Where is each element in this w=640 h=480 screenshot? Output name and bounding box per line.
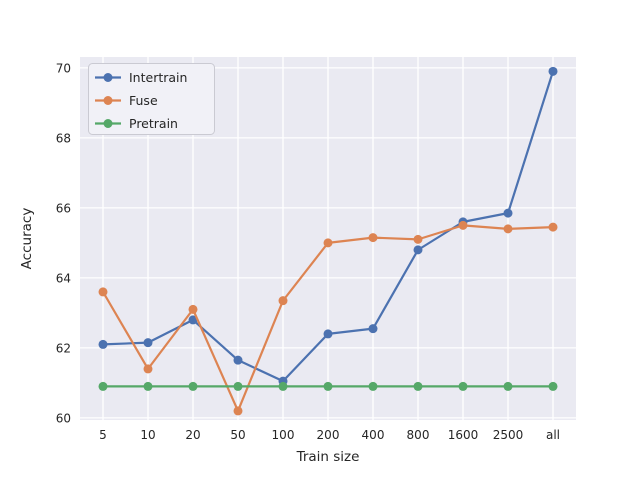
legend-label-intertrain: Intertrain — [129, 70, 187, 85]
x-tick-label-400: 400 — [362, 428, 385, 442]
x-tick-label-5: 5 — [99, 428, 107, 442]
data-point-fuse-100 — [278, 296, 288, 306]
data-point-pretrain-10 — [143, 381, 153, 391]
data-point-pretrain-5 — [98, 381, 108, 391]
data-point-fuse-all — [548, 222, 558, 232]
x-tick-label-10: 10 — [140, 428, 155, 442]
data-point-intertrain-20 — [188, 315, 198, 325]
y-tick-label-66: 66 — [56, 201, 71, 215]
x-tick-label-2500: 2500 — [493, 428, 524, 442]
y-tick-label-64: 64 — [56, 271, 71, 285]
data-point-fuse-50 — [233, 406, 243, 416]
y-axis-label: Accuracy — [19, 208, 35, 270]
y-tick-label-68: 68 — [56, 131, 71, 145]
legend-marker-pretrain — [103, 119, 113, 128]
y-tick-label-70: 70 — [56, 61, 71, 75]
data-point-pretrain-20 — [188, 381, 198, 391]
legend-box — [88, 63, 215, 135]
data-point-fuse-10 — [143, 364, 153, 374]
x-axis-label: Train size — [296, 449, 360, 465]
data-point-intertrain-800 — [413, 245, 423, 255]
x-tick-label-all: all — [546, 428, 560, 442]
data-point-intertrain-200 — [323, 329, 333, 339]
data-point-fuse-2500 — [503, 224, 513, 234]
y-tick-label-62: 62 — [56, 341, 71, 355]
data-point-intertrain-all — [548, 66, 558, 76]
data-point-intertrain-2500 — [503, 208, 513, 218]
data-point-intertrain-400 — [368, 324, 378, 334]
data-point-fuse-200 — [323, 238, 333, 248]
x-tick-label-1600: 1600 — [448, 428, 479, 442]
plot-area: 60 62 64 66 68 70 5 10 20 50 100 200 400 800 1600 2500 a… — [56, 57, 576, 442]
legend-marker-fuse — [103, 96, 113, 105]
data-point-fuse-5 — [98, 287, 108, 297]
data-point-pretrain-800 — [413, 381, 423, 391]
data-point-pretrain-400 — [368, 381, 378, 391]
data-point-fuse-800 — [413, 234, 423, 244]
x-tick-label-200: 200 — [317, 428, 340, 442]
legend: Intertrain Fuse Pretrain — [88, 63, 215, 135]
data-point-intertrain-10 — [143, 338, 153, 348]
data-point-pretrain-2500 — [503, 381, 513, 391]
legend-label-fuse: Fuse — [129, 93, 158, 108]
data-point-fuse-400 — [368, 233, 378, 243]
legend-label-pretrain: Pretrain — [129, 116, 178, 131]
x-tick-label-20: 20 — [185, 428, 200, 442]
y-tick-label-60: 60 — [56, 411, 71, 425]
data-point-pretrain-100 — [278, 381, 288, 391]
data-point-intertrain-50 — [233, 355, 243, 365]
data-point-fuse-1600 — [458, 220, 468, 230]
data-point-pretrain-1600 — [458, 381, 468, 391]
x-tick-label-50: 50 — [230, 428, 245, 442]
data-point-intertrain-5 — [98, 339, 108, 349]
data-point-pretrain-all — [548, 381, 558, 391]
legend-marker-intertrain — [103, 73, 113, 82]
x-tick-label-800: 800 — [407, 428, 430, 442]
x-tick-label-100: 100 — [272, 428, 295, 442]
data-point-fuse-20 — [188, 304, 198, 314]
data-point-pretrain-200 — [323, 381, 333, 391]
data-point-pretrain-50 — [233, 381, 243, 391]
